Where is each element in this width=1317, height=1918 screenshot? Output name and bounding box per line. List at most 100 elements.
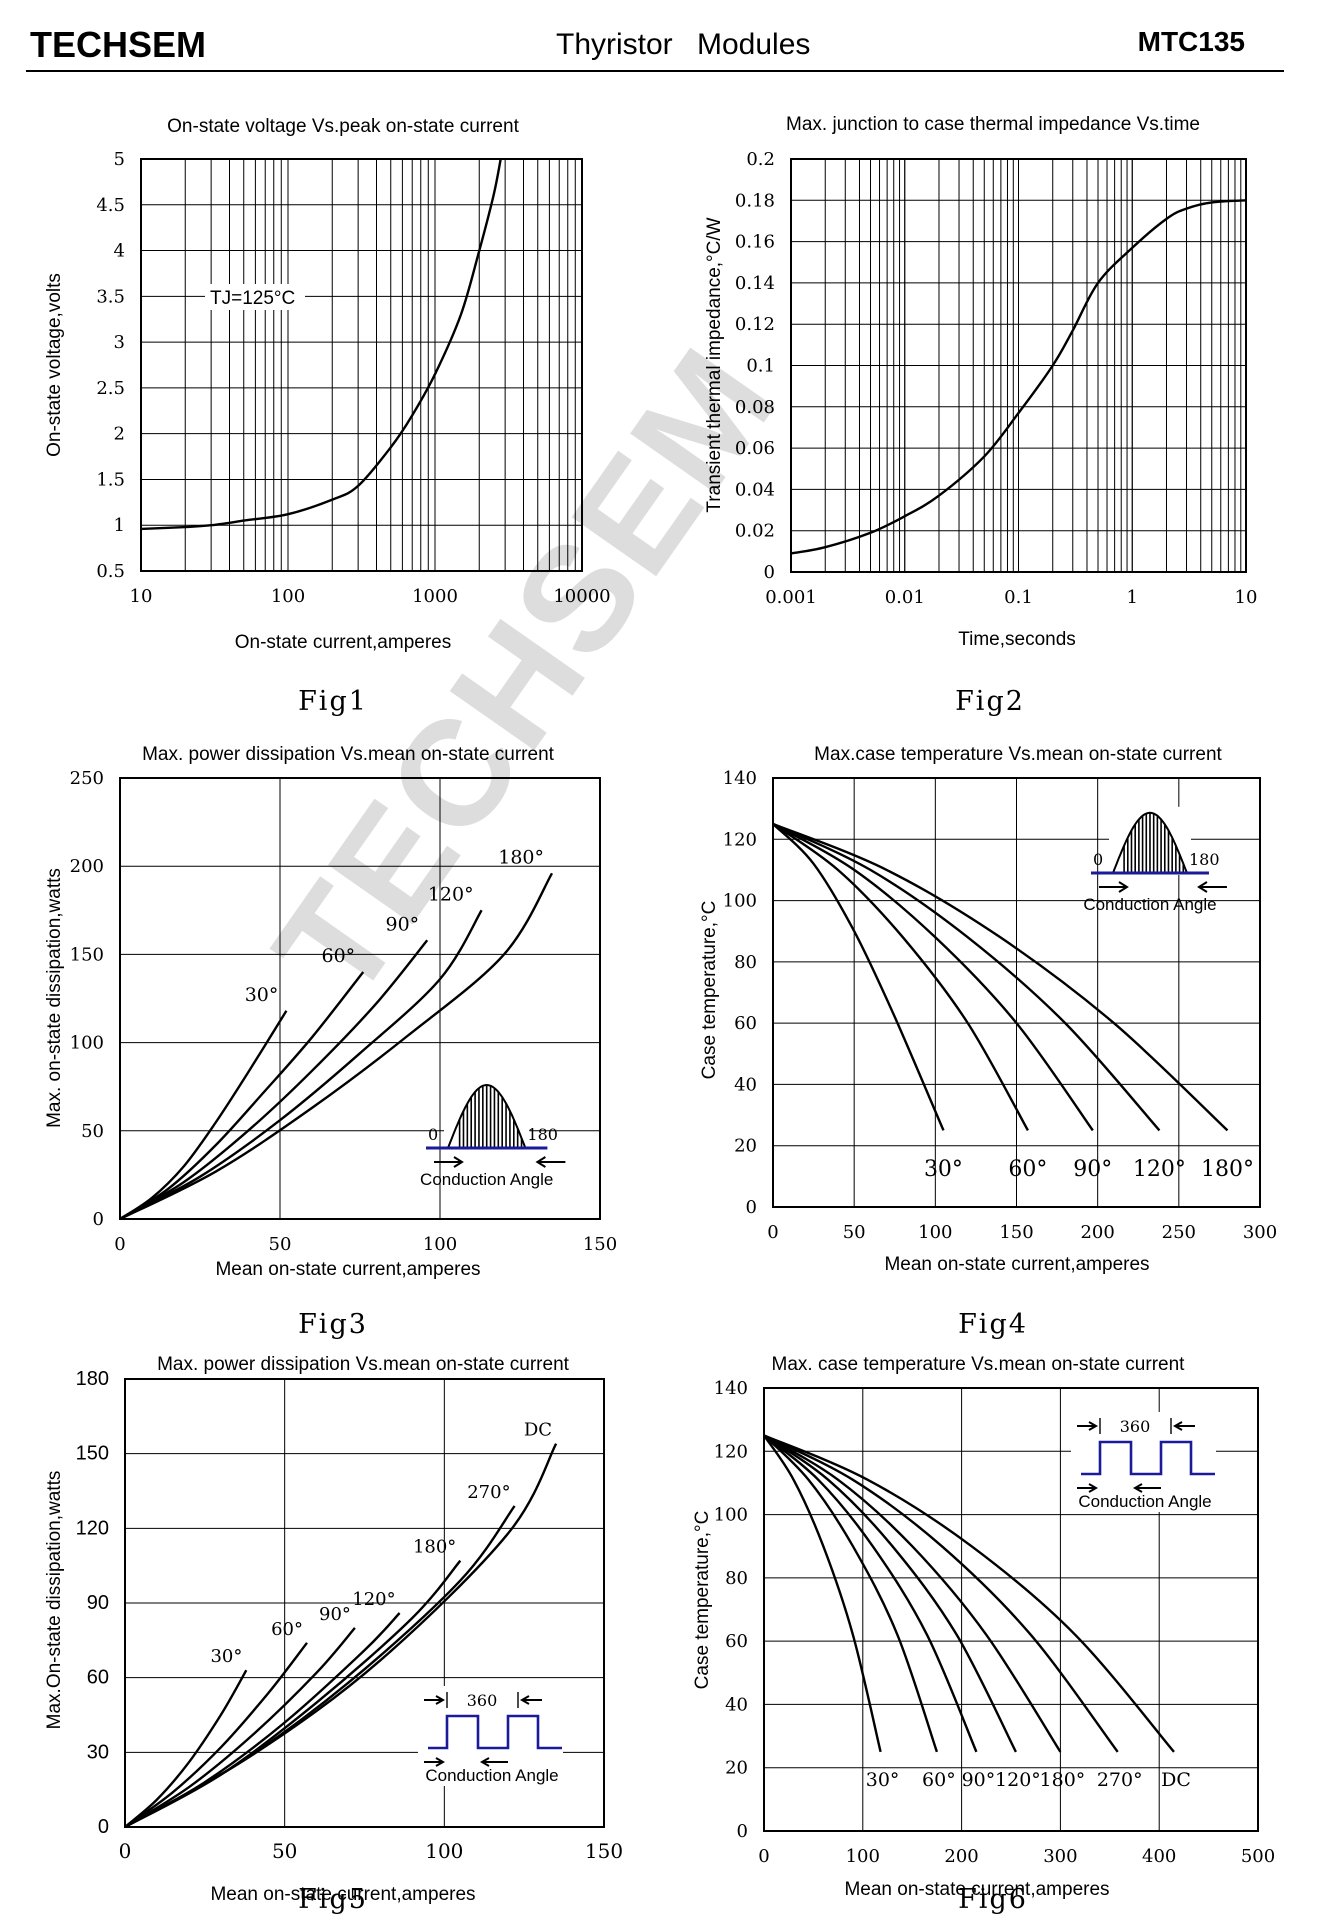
- fig4-inset-arrow-right: [1099, 881, 1129, 893]
- fig5-series-line: [124, 1443, 558, 1829]
- fig6-inset-arrow-left: [1132, 1483, 1161, 1493]
- fig5-inset-arrow-left: [519, 1695, 542, 1705]
- fig1-y-tick-label: 1: [114, 515, 125, 536]
- fig3-plot-frame: [119, 777, 601, 1220]
- fig5-y-tick-label: 150: [76, 1443, 109, 1465]
- fig6-curve-label: 180°: [1040, 1769, 1086, 1791]
- fig5-inset: 360 Conduction Angle: [418, 1686, 563, 1786]
- fig1-y-tick-label: 2.5: [96, 378, 125, 399]
- fig4-inset: 0 180 Conduction Angle: [1083, 806, 1227, 914]
- fig2-chart: 0.001 0.01 0.1 1 10 0 0.02 0.04 0.06 0.08 0.1 0.12 0…: [704, 114, 1257, 717]
- fig5-series-line: [124, 1627, 356, 1829]
- fig2-caption: Fig2: [955, 686, 1025, 717]
- fig6-inset-square-wave: [1081, 1440, 1215, 1476]
- fig2-y-tick-label: 0.04: [735, 479, 775, 500]
- fig6-series-line: [763, 1434, 882, 1753]
- fig6-y-tick-label: 0: [737, 1821, 748, 1842]
- fig4-curve-label: 120°: [1133, 1157, 1186, 1182]
- fig1-y-tick-label: 4: [114, 241, 125, 262]
- fig3-x-tick-label: 100: [423, 1234, 457, 1255]
- fig4-series-line: [772, 823, 1029, 1131]
- fig6-curve-label: 60°: [922, 1769, 956, 1791]
- fig6-y-tick-label: 40: [725, 1694, 748, 1715]
- fig4-series-line: [772, 823, 945, 1131]
- fig3-y-tick-label: 0: [93, 1209, 104, 1230]
- fig3-curve-label: 30°: [245, 984, 279, 1006]
- fig1-y-tick-label: 1.5: [96, 469, 125, 490]
- fig4-y-tick-label: 20: [734, 1136, 757, 1157]
- fig6-x-tick-label: 0: [758, 1846, 769, 1867]
- fig5-plot-frame: [124, 1378, 605, 1828]
- fig6-plot-frame: [763, 1387, 1259, 1832]
- fig5-x-tick-label: 50: [272, 1839, 297, 1863]
- fig2-series-line: [790, 199, 1247, 555]
- fig6-x-axis-label: Mean on-state current,amperes: [844, 1879, 1109, 1900]
- fig6-y-tick-label: 140: [714, 1378, 748, 1399]
- fig4-inset-left-label: 0: [1093, 850, 1103, 869]
- fig2-y-tick-label: 0.02: [735, 521, 775, 542]
- fig4-curve-label: 60°: [1008, 1157, 1047, 1182]
- fig2-y-tick-label: 0.2: [746, 149, 775, 170]
- fig4-x-axis-label: Mean on-state current,amperes: [884, 1254, 1149, 1275]
- fig6-curve-label: DC: [1161, 1769, 1191, 1791]
- fig4-x-tick-label: 150: [999, 1222, 1033, 1243]
- fig5-curve-label: 90°: [319, 1604, 351, 1625]
- fig4-inset-arrow-left: [1197, 881, 1227, 893]
- fig4-x-tick-label: 300: [1243, 1222, 1277, 1243]
- fig3-inset-right-label: 180: [527, 1125, 558, 1144]
- fig5-inset-period-label: 360: [467, 1691, 498, 1710]
- fig5-y-tick-label: 120: [76, 1517, 109, 1539]
- fig6-curve-label: 30°: [866, 1769, 900, 1791]
- fig5-series-line: [124, 1642, 308, 1828]
- header-rule: [26, 70, 1284, 72]
- fig6-inset-period-label: 360: [1120, 1417, 1151, 1436]
- fig1-y-tick-label: 3.5: [96, 286, 125, 307]
- fig3-x-tick-label: 150: [583, 1234, 617, 1255]
- fig5-series-line: [124, 1669, 248, 1828]
- fig5-inset-arrow-right: [424, 1695, 446, 1705]
- fig1-x-tick-label: 100: [271, 586, 305, 607]
- fig6-x-tick-label: 100: [846, 1846, 880, 1867]
- fig3-inset-arrow-right: [434, 1156, 464, 1168]
- fig2-x-axis-label: Time,seconds: [958, 629, 1076, 650]
- fig6-y-tick-label: 60: [725, 1631, 748, 1652]
- fig5-x-tick-label: 100: [425, 1839, 463, 1863]
- fig6-curve-label: 120°: [995, 1769, 1041, 1791]
- fig6-series-line: [763, 1434, 1175, 1753]
- fig4-series-line: [772, 822, 1229, 1132]
- fig2-x-tick-label: 10: [1235, 587, 1258, 608]
- fig4-title: Max.case temperature Vs.mean on-state cu…: [814, 744, 1222, 765]
- fig4-curve-label: 30°: [924, 1157, 963, 1182]
- fig2-grid: [790, 158, 1247, 573]
- fig1-y-tick-label: 3: [114, 332, 125, 353]
- fig3-y-tick-label: 150: [70, 944, 104, 965]
- fig3-inset-label: Conduction Angle: [420, 1170, 553, 1189]
- fig3-series-line: [119, 909, 483, 1221]
- fig6-curve-label: 270°: [1097, 1769, 1143, 1791]
- fig1-y-tick-label: 4.5: [96, 195, 125, 216]
- fig6-series-line: [763, 1434, 1062, 1753]
- fig5-curve-label: DC: [524, 1420, 552, 1441]
- fig3-inset-left-label: 0: [428, 1125, 438, 1144]
- fig5-curve-label: 120°: [352, 1589, 395, 1610]
- fig3-x-tick-label: 50: [269, 1234, 292, 1255]
- fig4-y-tick-label: 0: [746, 1197, 757, 1218]
- fig4-series-line: [772, 822, 1094, 1132]
- fig5-inset-square-wave: [428, 1714, 562, 1750]
- fig4-x-tick-label: 100: [918, 1222, 952, 1243]
- fig5-curve-label: 270°: [467, 1482, 510, 1503]
- fig6-x-tick-label: 200: [944, 1846, 978, 1867]
- fig6-curve-label: 90°: [962, 1769, 996, 1791]
- fig5-x-tick-label: 0: [119, 1839, 132, 1863]
- fig4-y-tick-label: 120: [723, 829, 757, 850]
- fig4-inset-half-sine: [1112, 811, 1188, 874]
- fig1-y-tick-label: 2: [114, 424, 125, 445]
- fig4-inset-right-label: 180: [1189, 850, 1220, 869]
- fig5-curve-label: 180°: [413, 1537, 456, 1558]
- fig3-chart: 0 50 100 150 0 50 100 150 200 250 Max. power dissi…: [44, 744, 617, 1340]
- fig5-y-axis-label: Max.On-state dissipation,watts: [44, 1471, 65, 1730]
- fig3-inset: 0 180 Conduction Angle: [420, 1079, 566, 1189]
- fig6-inset-arrow-left: [1172, 1421, 1195, 1431]
- fig1-annotation-backing: [205, 284, 305, 310]
- fig3-y-axis-label: Max. on-state dissipation,watts: [44, 868, 65, 1128]
